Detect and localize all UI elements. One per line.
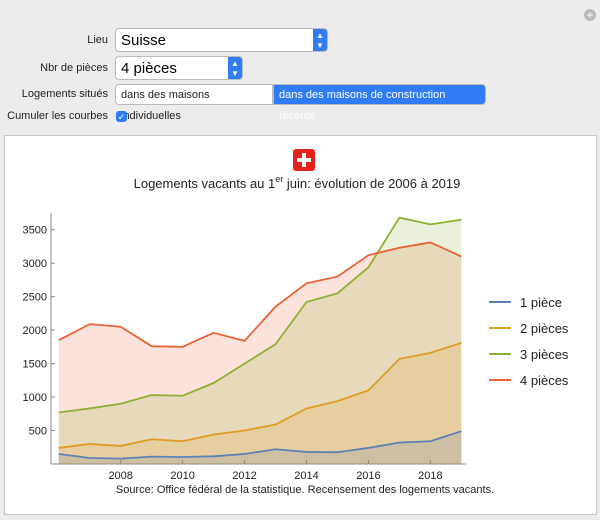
pieces-popup[interactable]: 4 pièces ▲ ▼ [115, 56, 243, 80]
lieu-label: Lieu [87, 34, 108, 46]
series-area [58, 217, 462, 464]
legend-label: 2 pièces [520, 321, 569, 336]
title-superscript: er [275, 174, 283, 184]
y-tick-label: 3000 [23, 258, 47, 270]
y-tick-label: 3500 [23, 225, 47, 237]
x-tick-label: 2016 [356, 470, 380, 482]
x-tick-label: 2012 [232, 470, 256, 482]
chart-title: Logements vacants au 1er juin: évolution… [134, 174, 461, 191]
swiss-flag [293, 149, 315, 171]
add-button[interactable]: + [584, 9, 596, 21]
x-tick-label: 2008 [108, 470, 132, 482]
y-tick-label: 1000 [23, 392, 47, 404]
y-tick-label: 1500 [23, 359, 47, 371]
segment-option[interactable]: dans des maisons de construction récente [273, 84, 486, 122]
series-line [58, 216, 462, 414]
pieces-label: Nbr de pièces [40, 62, 108, 74]
legend-label: 3 pièces [520, 347, 569, 362]
series-line [58, 241, 462, 348]
popup-arrow: ▲ ▼ [228, 57, 242, 79]
y-tick-label: 2500 [23, 292, 47, 304]
title-main: Logements vacants au 1 [134, 176, 276, 191]
pieces-value: 4 pièces [121, 60, 177, 77]
series-line [58, 341, 462, 449]
segment-option[interactable]: dans des maisons individuelles [115, 84, 273, 122]
series-area [58, 431, 462, 464]
chart: Logements vacants au 1er juin: évolution… [23, 149, 569, 496]
series-area [58, 342, 462, 464]
source: Source: Office fédéral de la statistique… [116, 484, 494, 496]
lieu-popup[interactable]: Suisse ▲ ▼ [115, 28, 328, 52]
series-line [58, 430, 462, 460]
y-tick-label: 2000 [23, 325, 47, 337]
chart-panel: Logements vacants au 1er juin: évolution… [4, 135, 597, 515]
legend-label: 4 pièces [520, 373, 569, 388]
legend-label: 1 pièce [520, 295, 562, 310]
situes-label: Logements situés [21, 88, 108, 100]
x-tick-label: 2018 [418, 470, 442, 482]
cumuler-label: Cumuler les courbes [7, 110, 108, 122]
popup-arrow: ▲ ▼ [313, 29, 327, 51]
y-tick-label: 500 [29, 426, 47, 438]
title-rest: juin: évolution de 2006 à 2019 [283, 176, 460, 191]
lieu-value: Suisse [121, 32, 167, 49]
checkbox[interactable]: ✓ [116, 111, 127, 122]
x-tick-label: 2014 [294, 470, 318, 482]
x-tick-label: 2010 [170, 470, 194, 482]
